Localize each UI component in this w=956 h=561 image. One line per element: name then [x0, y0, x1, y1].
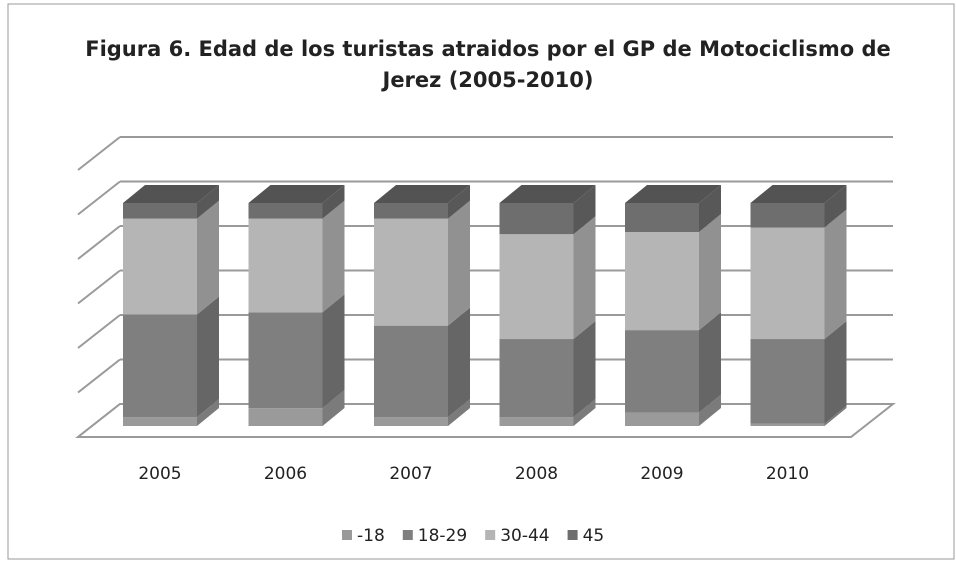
legend-label: 18-29 — [418, 526, 467, 546]
legend-swatch — [567, 530, 578, 540]
bar-side — [448, 307, 470, 418]
bar — [248, 312, 323, 409]
legend-label: 45 — [583, 526, 605, 546]
legend-label: -18 — [357, 526, 385, 546]
bar-top — [123, 185, 219, 203]
bar — [750, 203, 825, 228]
legend-swatch — [485, 530, 496, 540]
bar — [374, 218, 448, 326]
bar-top — [499, 185, 596, 203]
bar-top — [374, 185, 470, 203]
x-tick-label: 2009 — [640, 464, 683, 484]
bar — [750, 423, 825, 426]
bar-side — [448, 399, 470, 426]
bar-side — [699, 185, 721, 232]
bar-side — [699, 394, 721, 426]
bar-side — [448, 185, 470, 219]
x-tick-label: 2010 — [766, 464, 809, 484]
side-wall-line — [77, 225, 121, 260]
x-tick-label: 2005 — [138, 464, 181, 484]
bar — [248, 408, 323, 426]
bar — [123, 314, 197, 418]
bar — [625, 203, 699, 232]
bar — [625, 231, 699, 331]
bar-side — [197, 399, 219, 426]
x-tick-label: 2007 — [389, 464, 432, 484]
bar — [248, 203, 323, 219]
bar — [248, 218, 323, 313]
bar-side — [824, 185, 847, 228]
bar-side — [322, 294, 345, 409]
bar-side — [573, 216, 596, 340]
bar — [499, 203, 574, 235]
side-wall-line — [77, 180, 121, 216]
bar — [123, 417, 197, 426]
bar-side — [322, 185, 345, 219]
side-wall-line — [77, 358, 121, 394]
bar — [123, 203, 197, 219]
bar-side — [448, 200, 470, 326]
bar — [499, 417, 574, 426]
bar — [123, 218, 197, 315]
bar-side — [573, 399, 596, 426]
bar-top — [750, 185, 847, 203]
bar-top — [248, 185, 345, 203]
legend-label: 30-44 — [500, 526, 549, 546]
bar — [625, 412, 699, 426]
bar — [750, 339, 825, 424]
x-tick-label: 2006 — [264, 464, 307, 484]
bar-side — [699, 312, 721, 413]
bar — [374, 417, 448, 426]
bar-side — [573, 321, 596, 418]
bar-side — [322, 200, 345, 313]
bar-side — [197, 185, 219, 219]
bar — [374, 325, 448, 418]
bar — [499, 339, 574, 418]
bar — [499, 234, 574, 340]
bar-side — [197, 200, 219, 315]
bar-side — [322, 390, 345, 426]
bar-side — [824, 405, 847, 426]
bar — [750, 227, 825, 340]
x-tick-label: 2008 — [515, 464, 558, 484]
bar — [625, 330, 699, 413]
bar-side — [699, 213, 721, 331]
bar-top — [625, 185, 721, 203]
bar-side — [824, 209, 847, 340]
side-wall-line — [77, 314, 121, 349]
bar-side — [197, 296, 219, 418]
legend-swatch — [402, 530, 413, 540]
bar — [374, 203, 448, 219]
chart-title: Figura 6. Edad de los turistas atraidos … — [85, 37, 891, 92]
legend-swatch — [342, 530, 352, 540]
bar-side — [824, 321, 847, 424]
side-wall-line — [77, 136, 121, 171]
bar-side — [573, 185, 596, 235]
side-wall-line — [77, 269, 121, 305]
